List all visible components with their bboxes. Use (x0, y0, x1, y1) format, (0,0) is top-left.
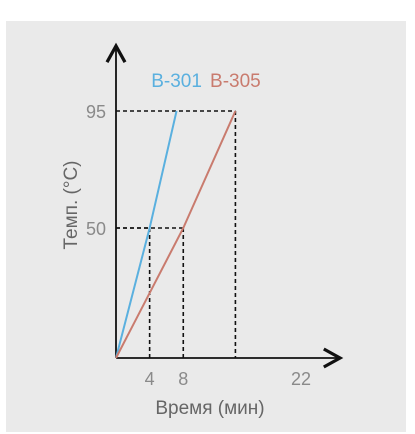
y-axis-label: Темп. (°C) (61, 161, 82, 250)
x-tick-label: 22 (291, 369, 311, 389)
guide-lines (116, 110, 237, 358)
series-line-b-305 (115, 110, 237, 359)
series-lines: B-301 B-305 (115, 71, 261, 359)
x-tick-label: 8 (178, 369, 188, 389)
series-label-b-305: B-305 (210, 71, 261, 92)
series-line-b-301 (115, 110, 178, 359)
y-tick-labels: 50 95 (86, 102, 106, 239)
y-tick-label: 95 (86, 102, 106, 122)
x-axis-label: Время (мин) (155, 398, 264, 419)
series-label-b-301: B-301 (151, 71, 202, 92)
x-tick-labels: 4 8 22 (145, 369, 311, 389)
x-tick-label: 4 (145, 369, 155, 389)
y-tick-label: 50 (86, 219, 106, 239)
